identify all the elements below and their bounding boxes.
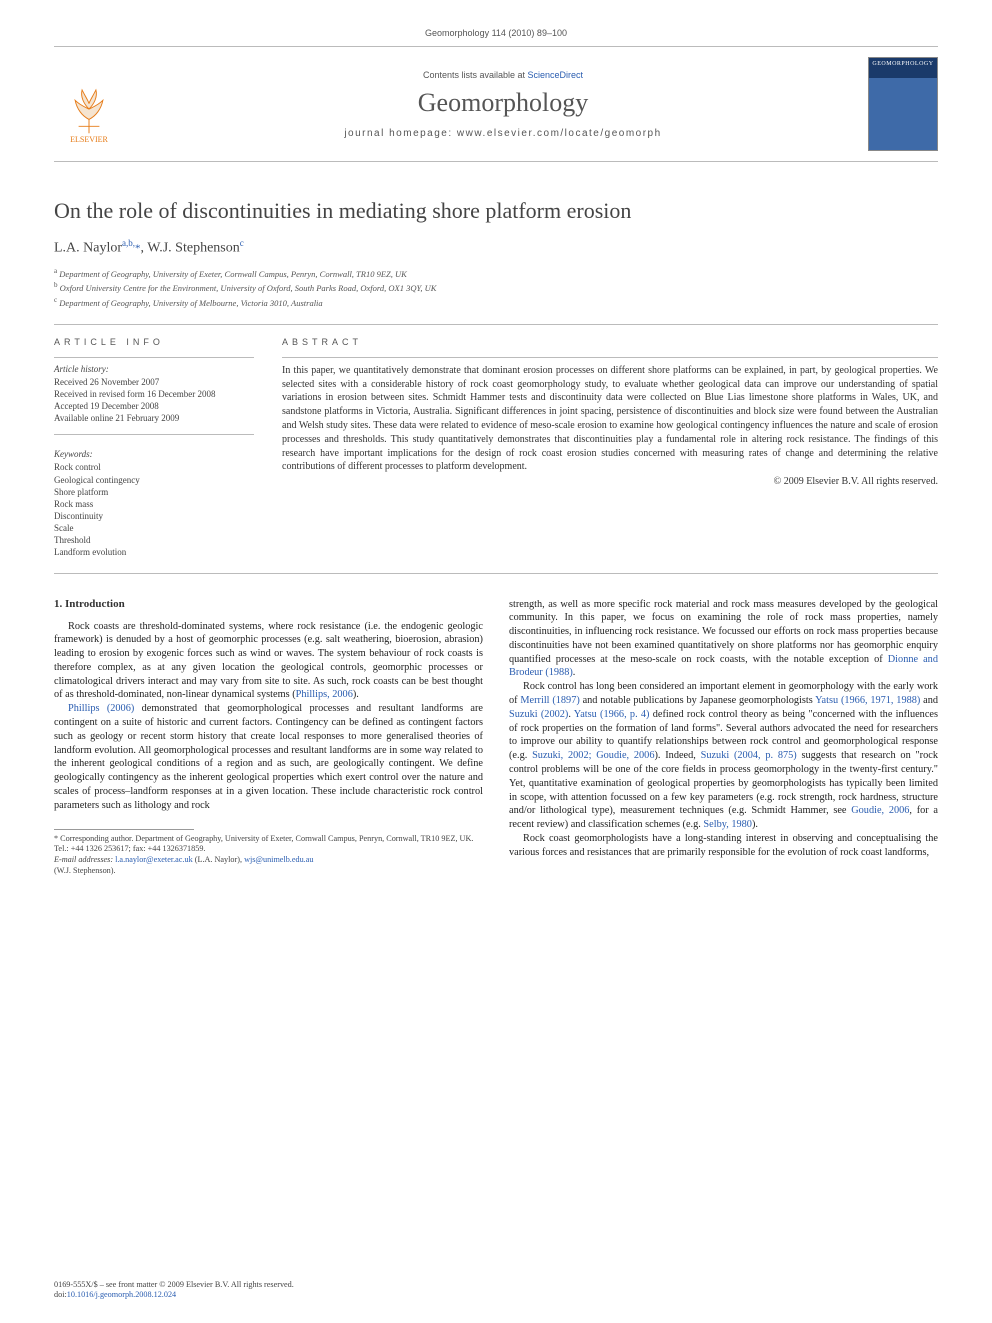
history-label: Article history:	[54, 364, 254, 374]
citation-link[interactable]: Phillips, 2006	[296, 689, 353, 700]
citation-link[interactable]: Suzuki, 2002; Goudie, 2006	[532, 750, 654, 761]
footnote-rule	[54, 829, 194, 830]
meta-columns: ARTICLE INFO Article history: Received 2…	[54, 337, 938, 559]
keyword: Threshold	[54, 534, 254, 546]
rule	[54, 357, 254, 358]
citation-link[interactable]: Suzuki (2002)	[509, 709, 568, 720]
email-link[interactable]: l.a.naylor@exeter.ac.uk	[115, 855, 193, 864]
section-heading: 1. Introduction	[54, 598, 483, 610]
para-text: Rock coasts are threshold-dominated syst…	[54, 621, 483, 701]
affiliation-b: Oxford University Centre for the Environ…	[60, 283, 437, 293]
para-text: strength, as well as more specific rock …	[509, 599, 938, 665]
keyword: Geological contingency	[54, 474, 254, 486]
article-info-heading: ARTICLE INFO	[54, 337, 254, 347]
keyword: Discontinuity	[54, 510, 254, 522]
citation-link[interactable]: Merrill (1897)	[520, 695, 579, 706]
email-name: (W.J. Stephenson).	[54, 866, 483, 877]
keywords: Rock control Geological contingency Shor…	[54, 461, 254, 558]
doi-prefix: doi:	[54, 1290, 67, 1299]
authors: L.A. Naylora,b,*, W.J. Stephensonc	[54, 238, 938, 257]
citation-link[interactable]: Suzuki (2004, p. 875)	[701, 750, 797, 761]
body-para: Rock coast geomorphologists have a long-…	[509, 832, 938, 860]
running-head: Geomorphology 114 (2010) 89–100	[54, 28, 938, 38]
para-text: demonstrated that geomorphological proce…	[54, 703, 483, 811]
keyword: Rock mass	[54, 498, 254, 510]
affiliation-a: Department of Geography, University of E…	[59, 268, 407, 278]
history-line: Received in revised form 16 December 200…	[54, 388, 254, 400]
abstract-block: ABSTRACT In this paper, we quantitativel…	[282, 337, 938, 559]
body-para: strength, as well as more specific rock …	[509, 598, 938, 681]
cover-label: GEOMORPHOLOGY	[872, 61, 933, 67]
citation-link[interactable]: Yatsu (1966, p. 4)	[574, 709, 650, 720]
article-info: ARTICLE INFO Article history: Received 2…	[54, 337, 254, 559]
email-name: (L.A. Naylor),	[193, 855, 244, 864]
author-1-sup: a,b,	[122, 238, 135, 248]
history-line: Available online 21 February 2009	[54, 412, 254, 424]
abstract-heading: ABSTRACT	[282, 337, 938, 347]
issn-line: 0169-555X/$ – see front matter © 2009 El…	[54, 1280, 294, 1291]
citation-link[interactable]: Goudie, 2006	[851, 805, 909, 816]
publisher-name: ELSEVIER	[70, 135, 108, 144]
author-1: L.A. Naylor	[54, 241, 122, 256]
keyword: Scale	[54, 522, 254, 534]
availability-line: Contents lists available at ScienceDirec…	[138, 70, 868, 80]
journal-cover-thumb: GEOMORPHOLOGY	[868, 57, 938, 151]
citation-link[interactable]: Phillips (2006)	[68, 703, 134, 714]
body-para: Rock coasts are threshold-dominated syst…	[54, 620, 483, 703]
body-col-right: strength, as well as more specific rock …	[509, 598, 938, 877]
keyword: Landform evolution	[54, 546, 254, 558]
para-text: ). Indeed,	[654, 750, 700, 761]
rule	[54, 573, 938, 574]
availability-prefix: Contents lists available at	[423, 70, 528, 80]
masthead-center: Contents lists available at ScienceDirec…	[138, 70, 868, 139]
author-2-sup: c	[240, 238, 244, 248]
history-line: Accepted 19 December 2008	[54, 400, 254, 412]
body-para: Rock control has long been considered an…	[509, 680, 938, 832]
para-text: Rock coast geomorphologists have a long-…	[509, 833, 938, 858]
journal-title: Geomorphology	[138, 88, 868, 118]
corresponding-footnote: * Corresponding author. Department of Ge…	[54, 834, 483, 877]
copyright-line: © 2009 Elsevier B.V. All rights reserved…	[282, 476, 938, 487]
page-footer: 0169-555X/$ – see front matter © 2009 El…	[54, 1280, 294, 1301]
keyword: Rock control	[54, 461, 254, 473]
para-text: ).	[752, 819, 758, 830]
article-title: On the role of discontinuities in mediat…	[54, 198, 938, 224]
tree-icon	[63, 83, 115, 135]
journal-homepage: journal homepage: www.elsevier.com/locat…	[138, 128, 868, 139]
para-text: and	[920, 695, 938, 706]
rule	[54, 434, 254, 435]
keywords-label: Keywords:	[54, 449, 254, 459]
body-columns: 1. Introduction Rock coasts are threshol…	[54, 598, 938, 877]
email-link[interactable]: wjs@unimelb.edu.au	[244, 855, 313, 864]
para-text: ).	[353, 689, 359, 700]
corr-line: * Corresponding author. Department of Ge…	[54, 834, 483, 855]
history-line: Received 26 November 2007	[54, 376, 254, 388]
body-col-left: 1. Introduction Rock coasts are threshol…	[54, 598, 483, 877]
masthead: ELSEVIER Contents lists available at Sci…	[54, 46, 938, 162]
para-text: .	[573, 667, 576, 678]
doi-link[interactable]: 10.1016/j.geomorph.2008.12.024	[67, 1290, 176, 1299]
para-text: and notable publications by Japanese geo…	[580, 695, 815, 706]
abstract-body: In this paper, we quantitatively demonst…	[282, 364, 938, 474]
body-para: Phillips (2006) demonstrated that geomor…	[54, 702, 483, 812]
citation-link[interactable]: Yatsu (1966, 1971, 1988)	[815, 695, 920, 706]
affiliation-c: Department of Geography, University of M…	[59, 298, 322, 308]
citation-link[interactable]: Selby, 1980	[703, 819, 752, 830]
rule	[54, 324, 938, 325]
keyword: Shore platform	[54, 486, 254, 498]
affiliations: a Department of Geography, University of…	[54, 267, 938, 310]
email-label: E-mail addresses:	[54, 855, 113, 864]
sciencedirect-link[interactable]: ScienceDirect	[528, 70, 584, 80]
rule	[282, 357, 938, 358]
elsevier-logo: ELSEVIER	[54, 64, 124, 144]
corr-star-icon: *	[135, 243, 141, 255]
author-2: W.J. Stephenson	[147, 241, 239, 256]
history-lines: Received 26 November 2007 Received in re…	[54, 376, 254, 425]
